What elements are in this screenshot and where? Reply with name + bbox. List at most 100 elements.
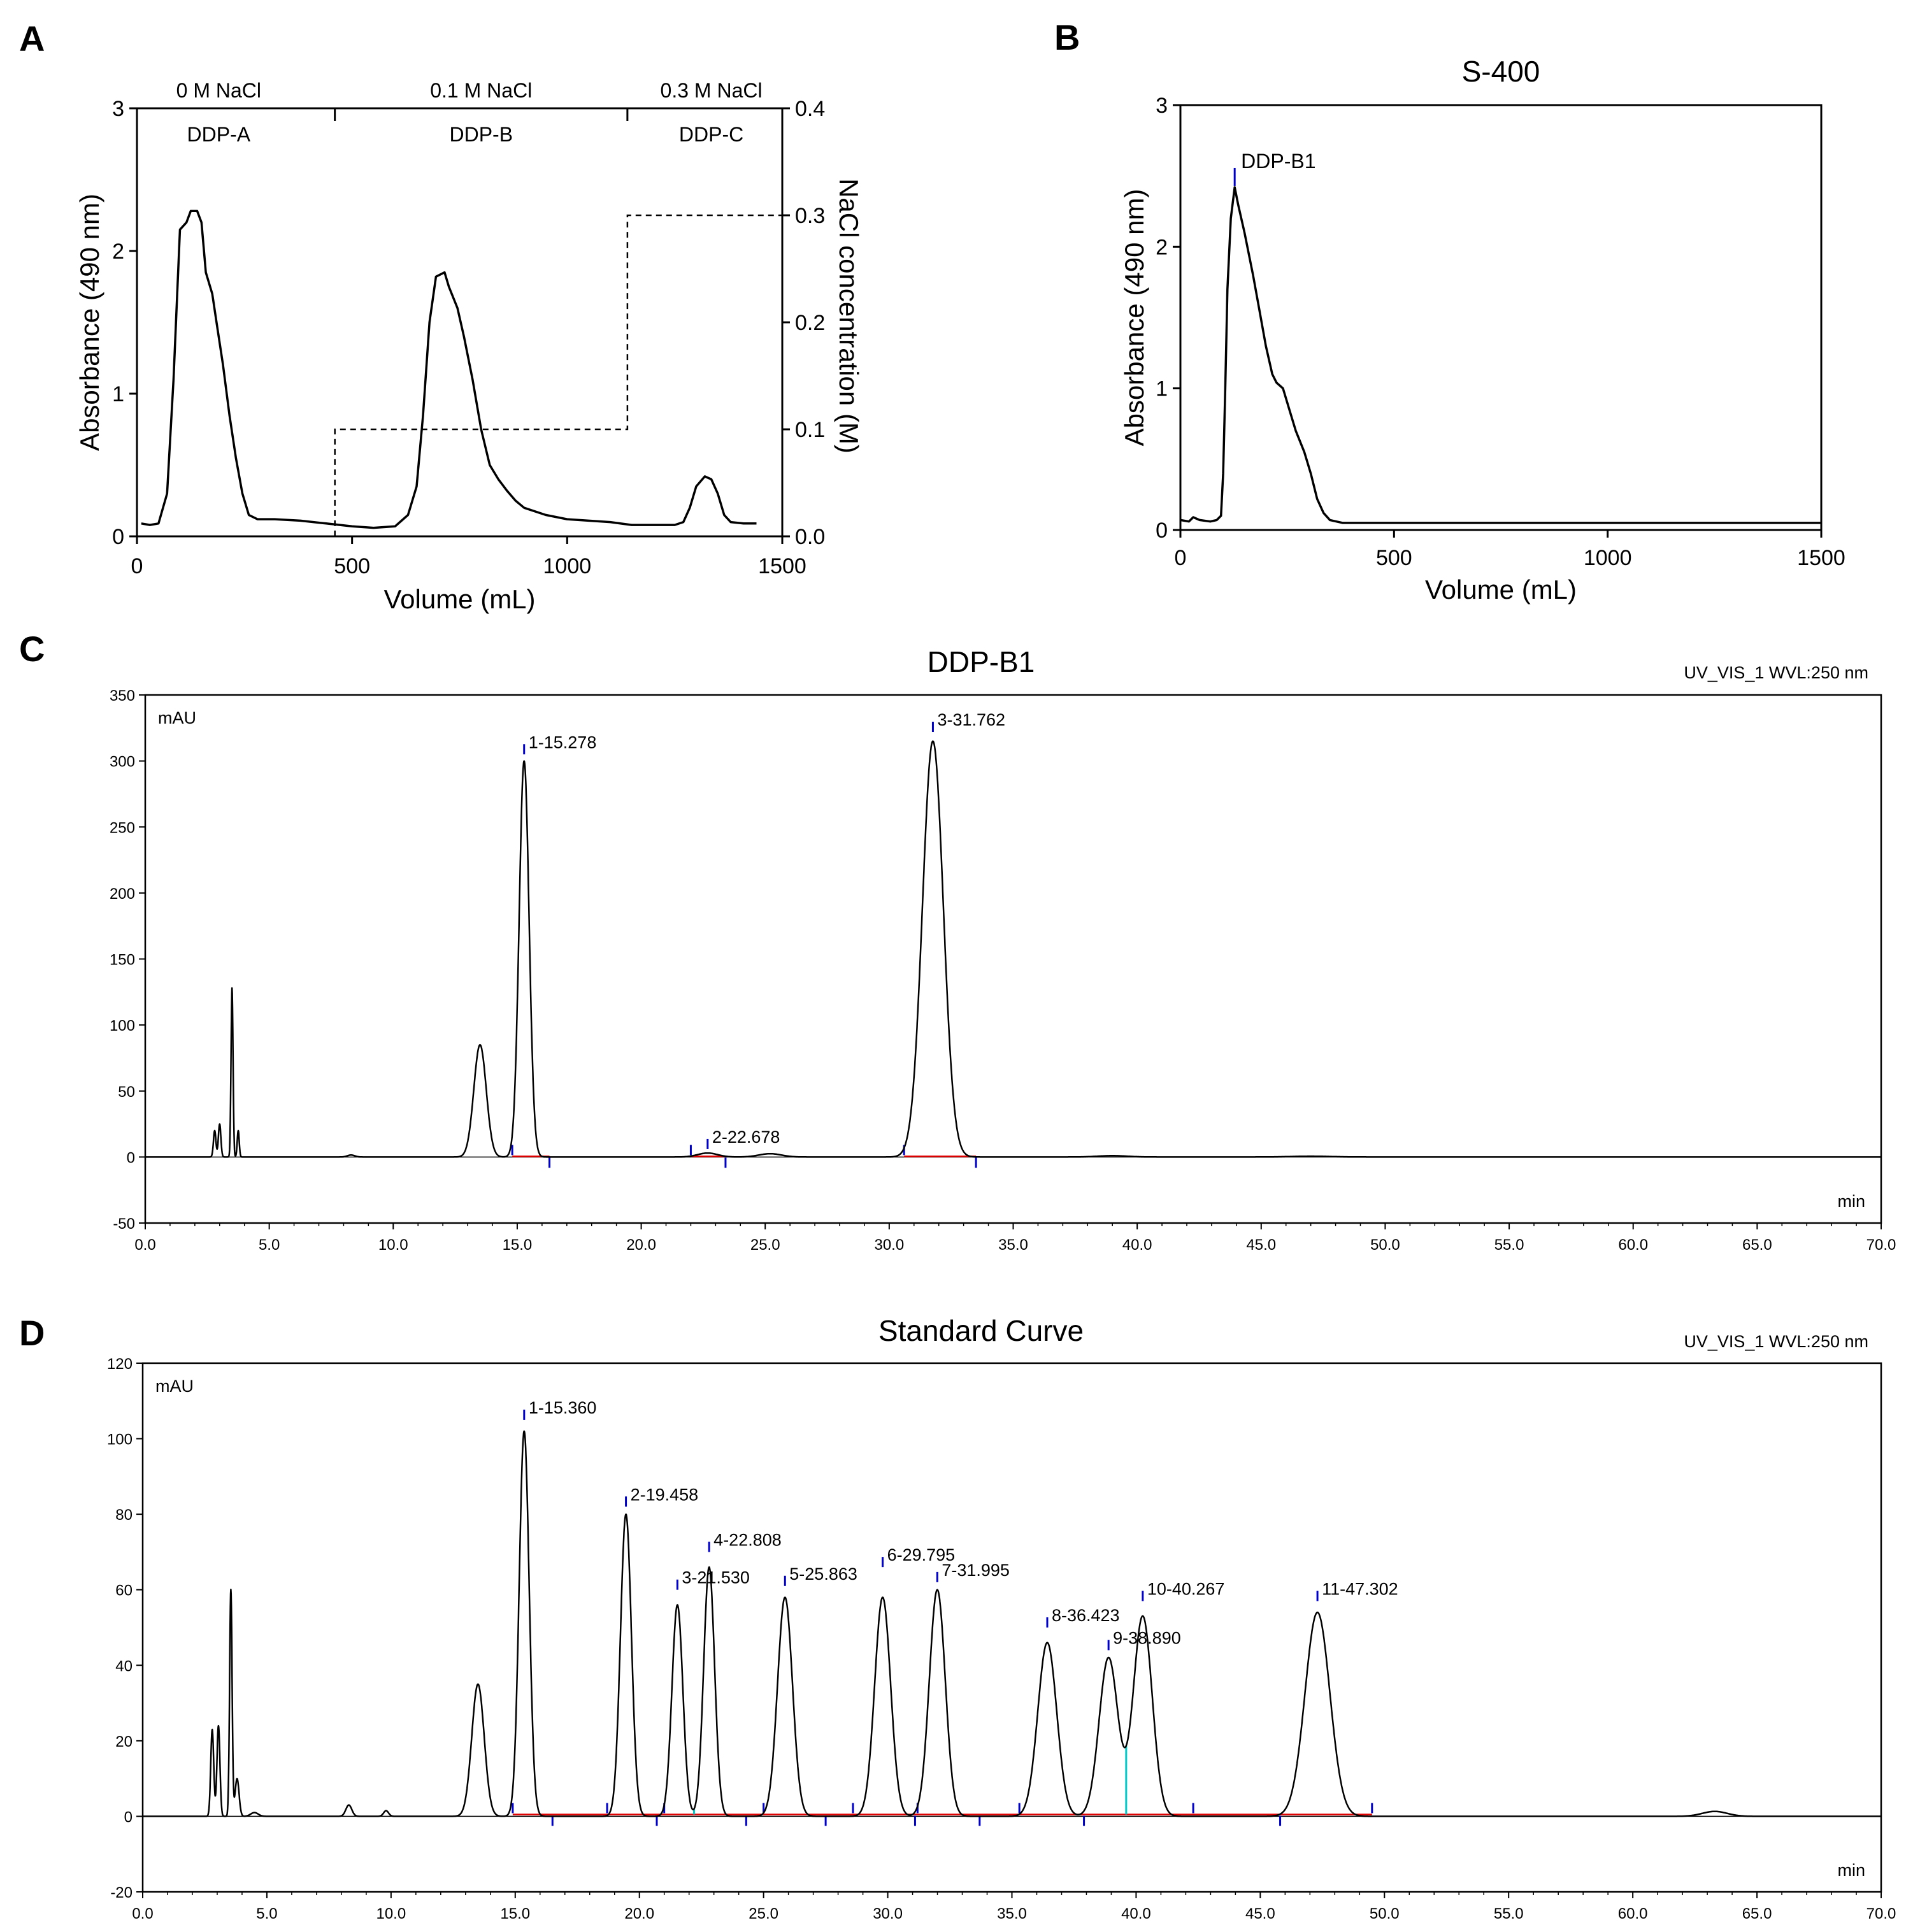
y-tick-label: 350 [110,687,135,705]
x-unit-label: min [1837,1192,1865,1211]
x-tick-label: 500 [334,554,370,578]
absorbance-series [1180,186,1821,524]
detector-label: UV_VIS_1 WVL:250 nm [1684,1332,1868,1351]
peak-label: 7-31.995 [942,1561,1010,1580]
x-axis-title: Volume (mL) [383,584,535,614]
x-tick-label: 15.0 [503,1236,533,1254]
peak-label: 1-15.360 [529,1398,597,1417]
salt-label: 0 M NaCl [176,79,261,102]
y-tick-label: 200 [110,885,135,903]
salt-label: 0.1 M NaCl [430,79,532,102]
x-tick-label: 55.0 [1494,1905,1524,1922]
chromatogram-trace [145,740,1882,1158]
peak-label: 1-15.278 [529,733,597,752]
x-tick-label: 70.0 [1866,1905,1896,1922]
x-tick-label: 25.0 [749,1905,778,1922]
y2-tick-label: 0.3 [795,204,825,228]
y-tick-label: 250 [110,819,135,836]
y-unit-label: mAU [155,1377,194,1396]
plot-frame [1179,104,1823,531]
plot-frame [141,1362,1882,1893]
x-tick-label: 50.0 [1370,1905,1400,1922]
y-tick-label: 2 [112,240,124,264]
y2-axis-title: NaCl concentration (M) [834,178,864,454]
x-tick-label: 50.0 [1370,1236,1400,1254]
panel-b: B S-400 0 500 1000 1500 0 1 2 3 Volume (mL) Absorba… [1054,17,1845,605]
chromatogram-trace [142,1430,1882,1817]
y-tick-label: 3 [112,97,124,121]
y-tick-label: 300 [110,754,135,771]
x-tick-label: 20.0 [626,1236,656,1254]
y-tick-label: 3 [1156,94,1168,118]
y2-tick-label: 0.4 [795,97,825,121]
x-tick-label: 0 [1175,546,1187,570]
x-tick-label: 0 [131,554,143,578]
panel-label: B [1054,17,1080,57]
y-tick-label: 50 [118,1084,135,1101]
x-tick-label: 1500 [758,554,806,578]
peak-label: 10-40.267 [1147,1580,1225,1599]
x-axis-title: Volume (mL) [1425,575,1577,605]
y-tick-label: 0 [124,1808,133,1826]
y-tick-label: 0 [112,525,124,549]
peak-label: 8-36.423 [1052,1606,1120,1625]
panel-a: A 0 500 1000 1500 0 1 2 3 0.0 0.1 0.2 0.3 0.4 Volume (… [19,18,864,614]
panel-c: C DDP-B1 UV_VIS_1 WVL:250 nm mAU min 0.0 5.0 10… [19,629,1896,1254]
peak-label: 3-31.762 [937,710,1005,729]
x-tick-label: 30.0 [873,1905,903,1922]
x-tick-label: 1500 [1797,546,1845,570]
panel-label: C [19,629,45,669]
y-tick-label: 1 [112,382,124,406]
y-tick-label: -20 [110,1884,133,1901]
panel-label: A [19,18,45,59]
x-tick-label: 35.0 [998,1236,1028,1254]
y2-tick-label: 0.0 [795,525,825,549]
y2-tick-label: 0.1 [795,418,825,442]
x-tick-label: 10.0 [376,1905,406,1922]
x-tick-label: 60.0 [1618,1236,1648,1254]
x-tick-label: 5.0 [259,1236,280,1254]
panel-d: D Standard Curve UV_VIS_1 WVL:250 nm mAU min… [19,1313,1896,1922]
y-tick-label: -50 [113,1215,135,1233]
y-tick-label: 80 [115,1506,133,1524]
x-tick-label: 40.0 [1122,1236,1152,1254]
x-tick-label: 45.0 [1246,1236,1276,1254]
x-tick-label: 65.0 [1742,1236,1772,1254]
peak-label: 3-21.530 [682,1568,750,1587]
x-tick-label: 20.0 [624,1905,654,1922]
chart-title: S-400 [1462,55,1540,88]
x-tick-label: 500 [1376,546,1412,570]
x-unit-label: min [1837,1861,1865,1880]
y2-tick-label: 0.2 [795,311,825,335]
y-tick-label: 1 [1156,377,1168,401]
x-tick-label: 65.0 [1742,1905,1772,1922]
plot-frame [144,694,1882,1224]
y-tick-label: 100 [110,1017,135,1034]
chart-title: Standard Curve [878,1314,1084,1347]
chart-title: DDP-B1 [928,645,1035,678]
x-tick-label: 5.0 [256,1905,277,1922]
x-tick-label: 60.0 [1618,1905,1648,1922]
fraction-label: DDP-C [679,123,743,146]
fraction-label: DDP-B [449,123,513,146]
x-tick-label: 1000 [543,554,592,578]
y-tick-label: 120 [107,1356,133,1373]
peak-label: 11-47.302 [1322,1580,1398,1599]
x-tick-label: 10.0 [378,1236,408,1254]
peak-label: 2-22.678 [712,1127,780,1147]
x-tick-label: 40.0 [1121,1905,1151,1922]
absorbance-series [141,210,757,529]
y-axis-title: Absorbance (490 nm) [1119,189,1149,447]
y-tick-label: 40 [115,1657,133,1675]
peak-label: DDP-B1 [1241,150,1315,173]
x-tick-label: 45.0 [1245,1905,1275,1922]
y-tick-label: 0 [127,1149,135,1166]
x-tick-label: 55.0 [1494,1236,1524,1254]
peak-label: 5-25.863 [789,1564,857,1584]
x-tick-label: 30.0 [874,1236,904,1254]
x-tick-label: 15.0 [500,1905,530,1922]
y-tick-label: 100 [107,1431,133,1449]
peak-label: 6-29.795 [887,1545,956,1564]
nacl-gradient-series [141,214,782,538]
